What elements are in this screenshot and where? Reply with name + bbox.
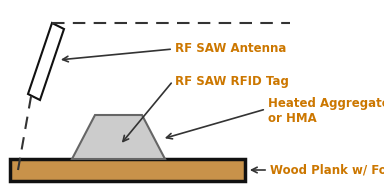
Polygon shape	[28, 23, 64, 100]
Polygon shape	[72, 115, 165, 159]
Bar	[10, 159, 245, 181]
Text: Wood Plank w/ Foil: Wood Plank w/ Foil	[270, 163, 384, 176]
Text: Heated Aggregate
or HMA: Heated Aggregate or HMA	[268, 97, 384, 125]
Bar	[95, 145, 135, 159]
Text: RF SAW Antenna: RF SAW Antenna	[175, 43, 286, 56]
Text: RF SAW RFID Tag: RF SAW RFID Tag	[175, 74, 289, 87]
